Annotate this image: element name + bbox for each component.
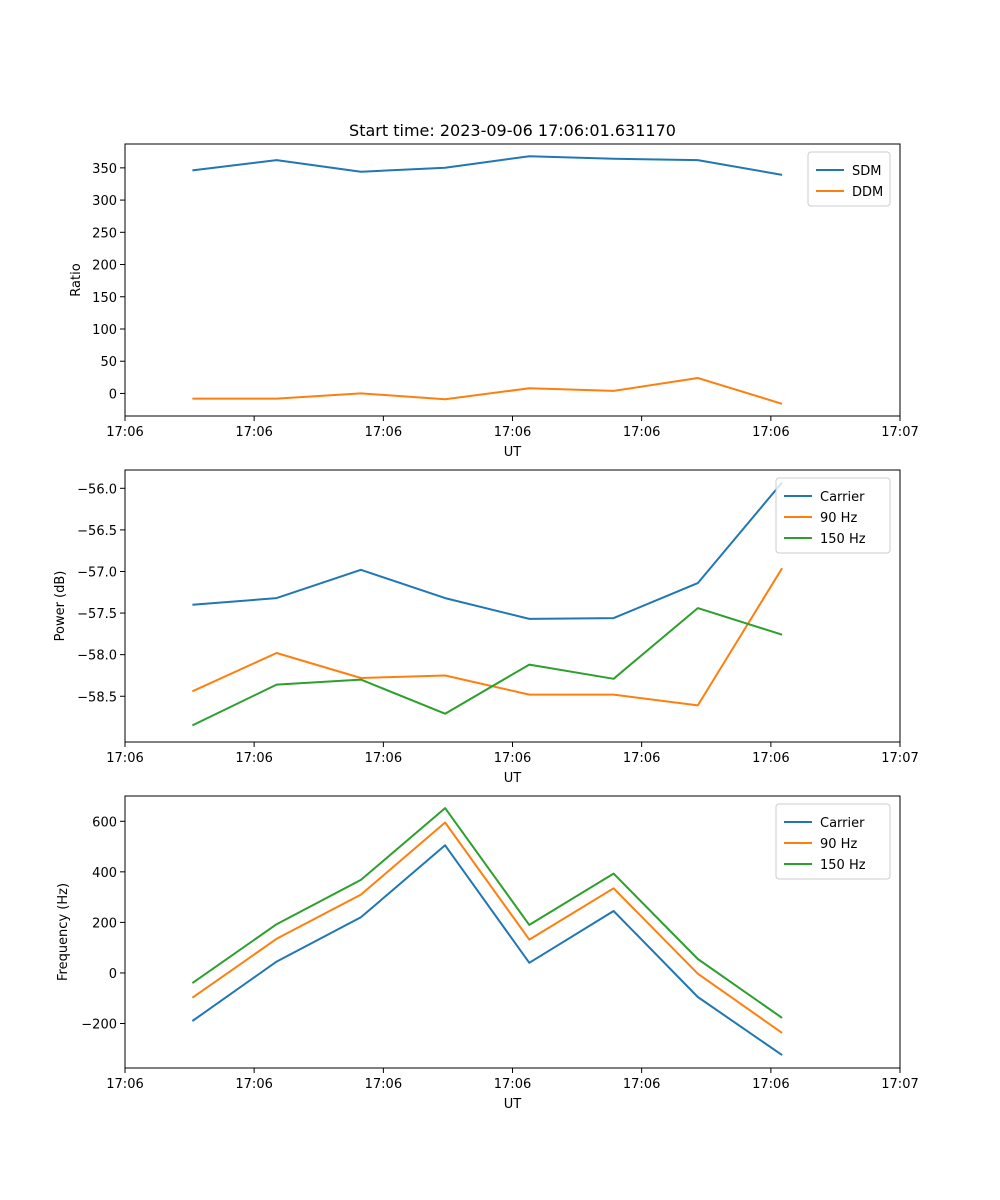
x-tick-label: 17:06	[494, 425, 531, 440]
x-tick-label: 17:06	[752, 425, 789, 440]
x-axis-label: UT	[504, 771, 522, 786]
y-tick-label: 200	[92, 259, 117, 274]
x-tick-label: 17:07	[881, 751, 918, 766]
plot-area	[191, 481, 783, 727]
y-tick-label: −57.5	[77, 607, 117, 622]
y-tick-label: −200	[81, 1018, 117, 1033]
legend-label: Carrier	[820, 490, 865, 505]
x-tick-label: 17:06	[365, 425, 402, 440]
x-tick-label: 17:06	[235, 1077, 272, 1092]
y-tick-label: 0	[109, 967, 117, 982]
chart-title: Start time: 2023-09-06 17:06:01.631170	[349, 121, 676, 140]
x-tick-label: 17:06	[623, 751, 660, 766]
y-tick-label: 600	[92, 815, 117, 830]
y-tick-label: −56.5	[77, 524, 117, 539]
y-tick-label: 200	[92, 916, 117, 931]
series-line-carrier	[192, 481, 783, 620]
y-tick-label: 350	[92, 162, 117, 177]
x-axis-label: UT	[504, 1097, 522, 1112]
y-tick-label: 400	[92, 866, 117, 881]
y-tick-label: −58.0	[77, 649, 117, 664]
series-line-sdm	[192, 155, 783, 176]
x-tick-label: 17:06	[365, 751, 402, 766]
legend-label: 90 Hz	[820, 511, 857, 526]
legend-box	[807, 151, 891, 207]
subplot-power: UT Power (dB) Carrier 90 Hz 150 Hz 17:06 17…	[53, 469, 919, 786]
series-line-ddm	[192, 377, 783, 405]
y-tick-label: 150	[92, 291, 117, 306]
x-tick-label: 17:06	[623, 1077, 660, 1092]
legend: SDM DDM	[807, 151, 891, 207]
legend-label: Carrier	[820, 816, 865, 831]
x-tick-label: 17:06	[106, 425, 143, 440]
x-tick-label: 17:07	[881, 1077, 918, 1092]
y-axis-label: Power (dB)	[53, 571, 68, 642]
x-tick-label: 17:06	[623, 425, 660, 440]
y-axis-label: Frequency (Hz)	[56, 883, 71, 981]
plot-area	[192, 155, 783, 405]
x-tick-label: 17:06	[494, 751, 531, 766]
y-tick-label: 50	[100, 355, 117, 370]
legend-label: 150 Hz	[820, 532, 866, 547]
legend-label: 150 Hz	[820, 858, 866, 873]
legend: Carrier 90 Hz 150 Hz	[775, 477, 891, 554]
y-tick-label: 0	[109, 387, 117, 402]
subplot-frequency: UT Frequency (Hz) Carrier 90 Hz 150 Hz 17:…	[56, 795, 919, 1112]
x-tick-label: 17:06	[235, 751, 272, 766]
legend-label: DDM	[852, 185, 883, 200]
y-tick-label: −56.0	[77, 482, 117, 497]
series-line-150-hz	[191, 607, 783, 727]
y-tick-label: 100	[92, 323, 117, 338]
x-tick-label: 17:06	[752, 1077, 789, 1092]
y-tick-label: 300	[92, 194, 117, 209]
x-tick-label: 17:06	[365, 1077, 402, 1092]
x-tick-label: 17:06	[235, 425, 272, 440]
y-axis-label: Ratio	[69, 263, 84, 296]
x-tick-label: 17:07	[881, 425, 918, 440]
legend-label: 90 Hz	[820, 837, 857, 852]
legend: Carrier 90 Hz 150 Hz	[775, 803, 891, 880]
x-axis-label: UT	[504, 445, 522, 460]
series-line-90-hz	[191, 821, 783, 1034]
series-line-150-hz	[191, 807, 783, 1019]
subplot-ratio: Start time: 2023-09-06 17:06:01.631170 U…	[69, 121, 919, 460]
series-line-90-hz	[191, 567, 783, 707]
x-tick-label: 17:06	[494, 1077, 531, 1092]
x-tick-label: 17:06	[106, 751, 143, 766]
legend-label: SDM	[852, 164, 881, 179]
plot-area	[191, 807, 783, 1056]
x-tick-label: 17:06	[752, 751, 789, 766]
y-tick-label: 250	[92, 226, 117, 241]
y-tick-label: −58.5	[77, 690, 117, 705]
series-line-carrier	[191, 844, 783, 1056]
x-tick-label: 17:06	[106, 1077, 143, 1092]
y-tick-label: −57.0	[77, 565, 117, 580]
